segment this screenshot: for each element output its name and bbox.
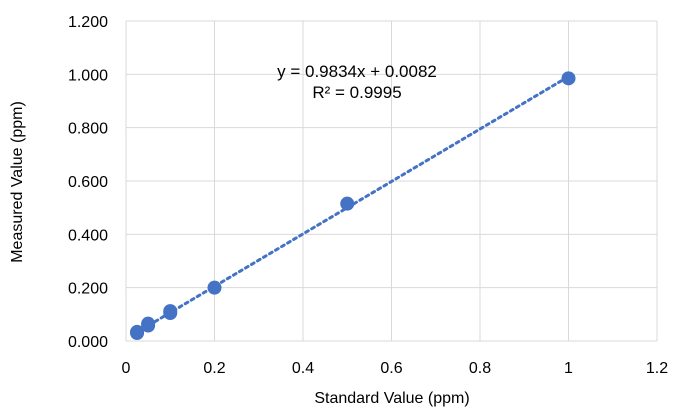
y-tick-label: 0.200 [68, 281, 108, 298]
x-tick-label: 0.8 [469, 360, 491, 377]
trendline-r-squared-label: R² = 0.9995 [312, 83, 401, 102]
x-tick-label: 0.6 [380, 360, 402, 377]
y-tick-label: 0.400 [68, 227, 108, 244]
x-tick-label: 0 [122, 360, 131, 377]
data-points-layer [130, 71, 576, 340]
y-tick-label: 1.000 [68, 67, 108, 84]
x-tick-label: 0.4 [292, 360, 314, 377]
y-axis-title: Measured Value (ppm) [9, 101, 26, 263]
data-point [561, 71, 576, 86]
data-point [130, 324, 145, 339]
y-tick-label: 0.800 [68, 121, 108, 138]
x-tick-label: 1.2 [646, 360, 668, 377]
y-tick-label: 0.000 [68, 334, 108, 351]
data-point [207, 280, 222, 295]
y-tick-label: 1.200 [68, 14, 108, 31]
x-tick-label: 1 [564, 360, 573, 377]
data-point [163, 304, 178, 319]
y-tick-label: 0.600 [68, 174, 108, 191]
data-point [340, 196, 355, 211]
trendline-equation-label: y = 0.9834x + 0.0082 [277, 62, 437, 81]
data-point [141, 316, 156, 331]
x-tick-label: 0.2 [203, 360, 225, 377]
tick-labels-layer: 0 0.2 0.4 0.6 0.8 1 1.2 0.000 0.200 0.400 0.600 0.8… [68, 14, 668, 377]
x-axis-title: Standard Value (ppm) [314, 390, 469, 407]
